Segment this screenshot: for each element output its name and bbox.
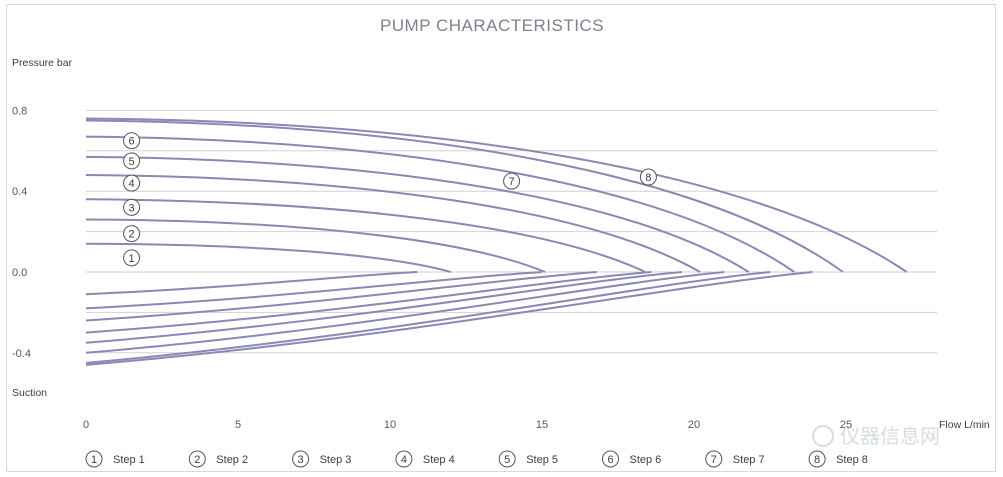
curve-marker-2: 2 [123,225,141,243]
legend-label: Step 3 [320,454,352,466]
legend-item-7: 7 Step 7 [705,450,765,468]
legend-item-5: 5 Step 5 [498,450,558,468]
watermark-logo-icon [812,425,834,447]
curve-marker-number: 3 [129,202,135,214]
legend-marker-circle [705,450,723,468]
x-tick-label: 15 [536,419,548,431]
curve-marker-3: 3 [123,198,141,216]
suction-curve-3 [85,271,597,322]
legend-marker-number: 1 [91,454,97,466]
curve-marker-number: 6 [129,136,135,148]
legend-marker-number: 2 [194,454,200,466]
legend-marker-circle [498,450,516,468]
gridlines [86,109,938,354]
chart-title: PUMP CHARACTERISTICS [380,16,604,35]
curve-marker-6: 6 [123,132,141,150]
legend: 1 Step 1 2 Step 2 3 Step 3 4 Step 4 5 Step 5 6 Step… [85,450,868,468]
x-tick-label: 20 [688,419,700,431]
legend-label: Step 1 [113,454,145,466]
x-tick-label: 10 [384,419,396,431]
curve-marker-5: 5 [123,152,141,170]
curve-marker-7: 7 [503,172,521,190]
y-tick-label: 0.0 [12,267,27,279]
legend-item-6: 6 Step 6 [602,450,662,468]
curve-marker-circle [123,152,141,170]
legend-marker-circle [85,450,103,468]
pressure-curve-8 [85,117,908,273]
legend-item-2: 2 Step 2 [188,450,248,468]
legend-item-4: 4 Step 4 [395,450,455,468]
suction-curve-8 [85,271,813,366]
legend-marker-circle [602,450,619,468]
curve-marker-circle [123,132,141,150]
legend-marker-number: 7 [711,454,717,466]
pressure-curve-3 [85,198,646,273]
legend-marker-circle [808,450,826,468]
curve-marker-1: 1 [123,249,141,267]
curve-marker-number: 7 [509,176,515,188]
legend-item-8: 8 Step 8 [808,450,868,468]
x-axis-label: Flow L/min [939,419,990,431]
legend-marker-number: 4 [401,454,407,466]
curve-marker-number: 8 [645,172,651,184]
curve-marker-8: 8 [639,168,657,186]
curve-marker-4: 4 [123,174,141,192]
y-tick-label: 0.4 [12,186,27,198]
watermark-text: 仪器信息网 [840,424,940,448]
suction-curve-5 [85,271,682,344]
curve-marker-circle [639,168,657,186]
legend-marker-number: 5 [504,454,510,466]
pressure-curve-6 [85,135,795,273]
pressure-curve-4 [85,174,701,273]
x-tick-label: 0 [83,419,89,431]
legend-item-3: 3 Step 3 [292,450,352,468]
legend-label: Step 2 [216,454,248,466]
pressure-curve-1 [85,242,452,273]
legend-marker-number: 3 [298,454,304,466]
legend-label: Step 7 [733,454,765,466]
pressure-curve-7 [85,119,844,273]
y-axis-label: Pressure bar [12,57,73,69]
suction-curve-2 [85,271,543,310]
legend-marker-circle [395,450,413,468]
x-tick-label: 5 [235,419,241,431]
legend-label: Step 6 [630,454,662,466]
legend-marker-circle [292,450,310,468]
curve-marker-number: 2 [129,229,135,241]
curve-marker-number: 1 [129,253,135,265]
suction-label: Suction [12,387,47,399]
curve-marker-circle [123,174,141,192]
axis-ticks: 0.80.40.0-0.40 5 10 15 20 25 [12,105,852,431]
legend-marker-circle [188,450,206,468]
x-tick-label: 25 [840,419,852,431]
curve-marker-number: 4 [129,178,135,190]
chart-frame [6,4,996,472]
curve-marker-number: 5 [129,156,135,168]
suction-curve-1 [85,271,418,296]
suction-curve-4 [85,271,652,334]
legend-marker-number: 6 [607,454,613,466]
legend-label: Step 8 [836,454,868,466]
legend-item-1: 1 Step 1 [85,450,145,468]
y-tick-label: 0.8 [12,105,27,117]
curve-marker-circle [503,172,521,190]
curves [85,117,908,366]
curve-marker-circle [123,249,141,267]
suction-curve-7 [85,271,771,364]
legend-label: Step 5 [526,454,558,466]
suction-curve-6 [85,271,725,354]
curve-markers: 1 2 3 4 5 6 7 8 [123,132,657,267]
watermark: 仪器信息网 [812,424,940,448]
pressure-curve-5 [85,155,750,273]
legend-label: Step 4 [423,454,455,466]
curve-marker-circle [123,225,141,243]
pressure-curve-2 [85,218,546,273]
curve-marker-circle [123,198,141,216]
legend-marker-number: 8 [814,454,820,466]
y-tick-label: -0.4 [12,348,31,360]
